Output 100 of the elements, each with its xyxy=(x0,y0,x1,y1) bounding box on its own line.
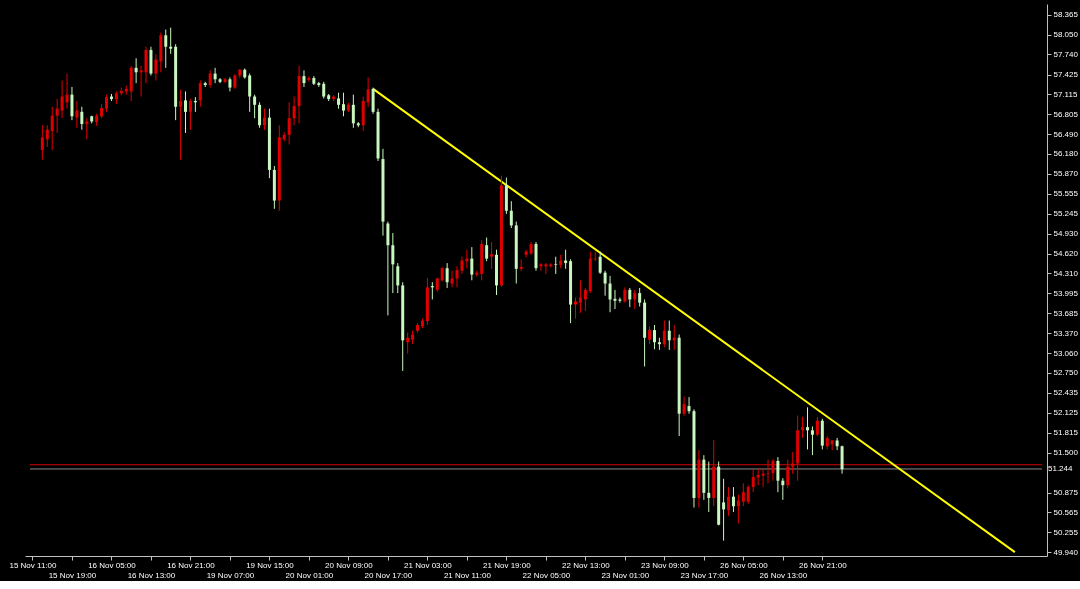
candlestick xyxy=(371,87,375,115)
candlestick xyxy=(618,297,622,304)
candlestick xyxy=(149,46,153,76)
candlestick xyxy=(258,101,262,129)
y-tick-label: 51.815 xyxy=(1053,428,1079,438)
candlestick xyxy=(45,124,49,148)
candlestick xyxy=(253,94,257,119)
y-tick-label: 52.435 xyxy=(1053,388,1079,398)
y-tick-label: 52.750 xyxy=(1053,368,1079,378)
candlestick xyxy=(583,287,587,312)
y-tick-label: 56.805 xyxy=(1053,109,1079,119)
y-tick-label: 53.995 xyxy=(1053,288,1079,298)
x-tick-label: 19 Nov 15:00 xyxy=(246,560,295,570)
x-tick-label: 20 Nov 17:00 xyxy=(364,570,413,580)
y-tick-label: 55.245 xyxy=(1053,209,1079,219)
candlestick xyxy=(139,65,143,98)
candlestick xyxy=(366,76,370,108)
y-tick-label: 55.870 xyxy=(1053,169,1079,179)
x-tick-label: 22 Nov 05:00 xyxy=(522,570,571,580)
x-tick-label: 26 Nov 21:00 xyxy=(799,560,848,570)
candlestick xyxy=(75,100,79,129)
y-tick-label: 50.255 xyxy=(1053,527,1079,537)
candlestick xyxy=(134,57,138,84)
candlestick xyxy=(667,320,671,351)
candlestick xyxy=(603,270,607,297)
y-tick-label: 58.050 xyxy=(1053,30,1079,40)
y-tick-label: 53.060 xyxy=(1053,348,1079,358)
y-tick-label: 52.125 xyxy=(1053,408,1079,418)
candlestick xyxy=(60,80,64,119)
x-tick-label: 20 Nov 01:00 xyxy=(285,570,334,580)
y-tick-label: 58.365 xyxy=(1053,10,1079,20)
y-tick-label: 49.940 xyxy=(1053,547,1079,557)
candlestick xyxy=(766,459,770,484)
y-tick-label: 50.875 xyxy=(1053,488,1079,497)
candlestick xyxy=(652,324,656,350)
y-tick-label: 57.740 xyxy=(1053,49,1079,59)
candlestick xyxy=(490,241,494,270)
candlestick xyxy=(450,270,454,288)
y-tick-label: 57.115 xyxy=(1053,89,1078,99)
candlestick xyxy=(386,221,390,316)
x-tick-label: 26 Nov 05:00 xyxy=(720,560,769,570)
candlestick xyxy=(198,80,202,108)
x-tick-label: 15 Nov 11:00 xyxy=(9,560,58,570)
candlestick xyxy=(396,262,400,294)
candlestick xyxy=(70,86,74,121)
y-tick-label: 54.620 xyxy=(1053,249,1079,259)
candlestick xyxy=(598,251,602,275)
candlestick xyxy=(835,437,839,451)
x-tick-label: 21 Nov 11:00 xyxy=(443,570,492,580)
x-tick-label: 23 Nov 17:00 xyxy=(680,570,729,580)
candlestick xyxy=(608,275,612,313)
x-tick-label: 23 Nov 01:00 xyxy=(601,570,650,580)
candlestick xyxy=(341,92,345,117)
candlestick xyxy=(406,332,410,355)
candlestick xyxy=(578,279,582,314)
candlestick xyxy=(761,468,765,488)
candlestick xyxy=(262,108,266,131)
candlestick xyxy=(179,89,183,161)
candlestick xyxy=(129,65,133,102)
candlestick xyxy=(810,425,814,456)
candlestick xyxy=(80,106,84,131)
candlestick xyxy=(727,486,731,517)
candlestick xyxy=(707,461,711,513)
candlestick xyxy=(292,96,296,126)
y-tick-label: 51.500 xyxy=(1053,448,1079,458)
candlestick xyxy=(509,200,513,229)
candlestick xyxy=(307,75,311,83)
x-tick-label: 21 Nov 19:00 xyxy=(483,560,532,570)
candlestick xyxy=(662,320,666,348)
candlestick xyxy=(519,258,523,272)
candlestick xyxy=(184,90,187,134)
candlestick xyxy=(633,289,637,310)
candlestick xyxy=(741,482,745,507)
candlestick xyxy=(786,459,790,489)
candlestick xyxy=(544,262,548,275)
candlestick xyxy=(751,468,755,493)
candlestick xyxy=(806,406,810,450)
candlestick xyxy=(455,265,459,288)
candlestick xyxy=(55,98,59,134)
candlestick xyxy=(731,486,735,513)
candlestick xyxy=(771,458,775,482)
y-tick-label: 53.370 xyxy=(1053,328,1079,338)
candlestick xyxy=(351,94,355,129)
y-tick-label: 54.310 xyxy=(1053,268,1079,278)
x-tick-label: 19 Nov 07:00 xyxy=(206,570,255,580)
candlestick xyxy=(287,101,291,145)
candlestick xyxy=(485,237,489,262)
y-tick-label: 54.930 xyxy=(1053,229,1079,239)
candlestick xyxy=(815,416,819,437)
candlestick xyxy=(164,29,168,69)
candlestick xyxy=(554,256,558,275)
x-tick-label: 20 Nov 09:00 xyxy=(325,560,374,570)
candlestick xyxy=(391,232,395,294)
candlestick xyxy=(687,396,691,415)
candlestick xyxy=(791,451,795,475)
candlestick xyxy=(736,494,740,524)
y-tick-label: 50.565 xyxy=(1053,507,1079,517)
candlestick xyxy=(445,262,449,289)
y-tick-label: 56.180 xyxy=(1053,149,1079,159)
x-tick-label: 23 Nov 09:00 xyxy=(641,560,690,570)
